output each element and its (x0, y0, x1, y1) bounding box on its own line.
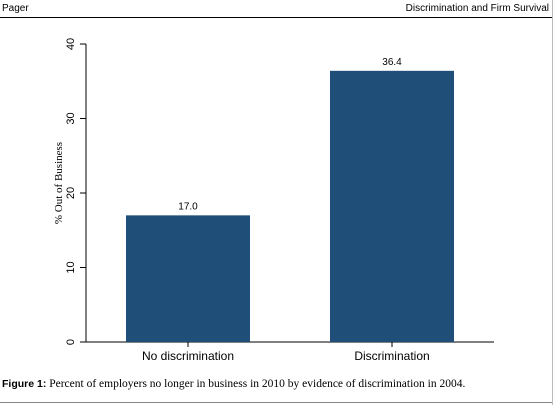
caption-label: Figure 1: (2, 378, 47, 390)
running-header: Pager Discrimination and Firm Survival (0, 0, 552, 18)
bar-chart: 0 10 20 30 40 % Out of Business No discrimina… (53, 38, 494, 363)
bar-discrimination (330, 70, 454, 342)
x-tick-label: Discrimination (354, 349, 429, 363)
y-tick-label: 0 (65, 339, 77, 345)
right-edge (552, 0, 553, 405)
header-title: Discrimination and Firm Survival (405, 3, 549, 14)
bottom-rule (0, 402, 552, 403)
data-label: 17.0 (178, 201, 198, 212)
y-tick-label: 20 (65, 187, 77, 199)
x-tick-label: No discrimination (142, 349, 234, 363)
y-axis-label: % Out of Business (53, 142, 65, 224)
y-tick-label: 30 (65, 112, 77, 124)
caption-text: Percent of employers no longer in busine… (46, 378, 466, 390)
labels: No discrimination 17.0 Discrimination 36.4 (142, 57, 430, 363)
chart-area: 0 10 20 30 40 % Out of Business No discrimina… (0, 24, 548, 366)
y-tick-label: 40 (65, 38, 77, 50)
figure-caption: Figure 1: Percent of employers no longer… (2, 377, 552, 391)
data-label: 36.4 (382, 57, 402, 68)
bars (126, 70, 454, 342)
bar-no-discrimination (126, 215, 250, 342)
y-tick-label: 10 (65, 261, 77, 273)
header-author: Pager (2, 3, 29, 14)
